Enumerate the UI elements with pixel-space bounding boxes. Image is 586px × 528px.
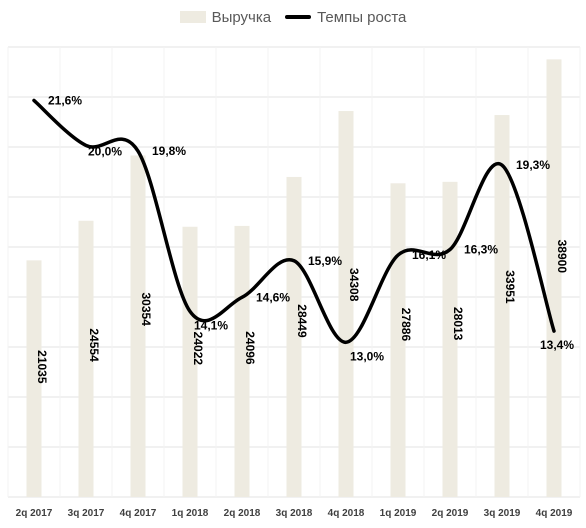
growth-rate-label: 14,6% bbox=[256, 290, 290, 304]
bar-value-label: 24554 bbox=[87, 328, 101, 362]
x-tick-label: 1q 2018 bbox=[172, 508, 209, 519]
bar-revenue bbox=[494, 115, 510, 498]
x-tick-label: 2q 2018 bbox=[224, 508, 261, 519]
growth-rate-label: 20,0% bbox=[88, 144, 122, 158]
bar-revenue bbox=[78, 220, 94, 497]
bar-value-label: 28449 bbox=[295, 304, 309, 338]
x-tick-label: 2q 2017 bbox=[16, 508, 53, 519]
bar-value-label: 27886 bbox=[399, 308, 413, 342]
x-tick-label: 1q 2019 bbox=[380, 508, 417, 519]
bar-value-label: 34308 bbox=[347, 268, 361, 302]
growth-rate-label: 19,8% bbox=[152, 144, 186, 158]
bar-value-label: 38900 bbox=[555, 240, 569, 274]
x-tick-label: 4q 2017 bbox=[120, 508, 157, 519]
bar-value-label: 33951 bbox=[503, 270, 517, 304]
legend-swatch-bar bbox=[179, 11, 206, 23]
bar-revenue bbox=[442, 181, 458, 497]
legend-item-revenue: Выручка bbox=[179, 8, 272, 26]
legend: Выручка Темпы роста bbox=[0, 6, 586, 28]
bar-value-label: 28013 bbox=[451, 307, 465, 341]
legend-label-revenue: Выручка bbox=[211, 8, 272, 26]
legend-item-growth: Темпы роста bbox=[285, 9, 406, 26]
x-tick-label: 2q 2019 bbox=[432, 508, 469, 519]
bar-revenue bbox=[286, 176, 302, 498]
x-tick-label: 3q 2018 bbox=[276, 508, 313, 519]
x-tick-label: 4q 2019 bbox=[536, 508, 573, 519]
legend-swatch-line bbox=[285, 15, 312, 19]
bar-revenue bbox=[546, 59, 562, 497]
legend-label-growth: Темпы роста bbox=[317, 8, 407, 26]
growth-rate-label: 14,1% bbox=[194, 318, 228, 332]
bar-revenue bbox=[182, 226, 198, 497]
growth-rate-label: 19,3% bbox=[516, 158, 550, 172]
growth-rate-label: 15,9% bbox=[308, 254, 342, 268]
growth-rate-label: 16,3% bbox=[464, 243, 498, 257]
bar-value-label: 24096 bbox=[243, 331, 257, 365]
line-growth-rate bbox=[32, 98, 556, 345]
x-tick-label: 3q 2019 bbox=[484, 508, 521, 519]
bar-value-label: 24022 bbox=[191, 332, 205, 366]
bar-revenue bbox=[338, 111, 354, 497]
growth-rate-label: 21,6% bbox=[48, 93, 82, 107]
bar-value-label: 21035 bbox=[35, 350, 49, 384]
growth-rate-label: 13,0% bbox=[350, 349, 384, 363]
bar-revenue bbox=[26, 260, 42, 497]
bar-value-label: 30354 bbox=[139, 292, 153, 326]
bar-revenue bbox=[130, 155, 146, 497]
growth-rate-label: 16,1% bbox=[412, 248, 446, 262]
x-tick-label: 4q 2018 bbox=[328, 508, 365, 519]
x-tick-label: 3q 2017 bbox=[68, 508, 105, 519]
growth-rate-label: 13,4% bbox=[540, 338, 574, 352]
